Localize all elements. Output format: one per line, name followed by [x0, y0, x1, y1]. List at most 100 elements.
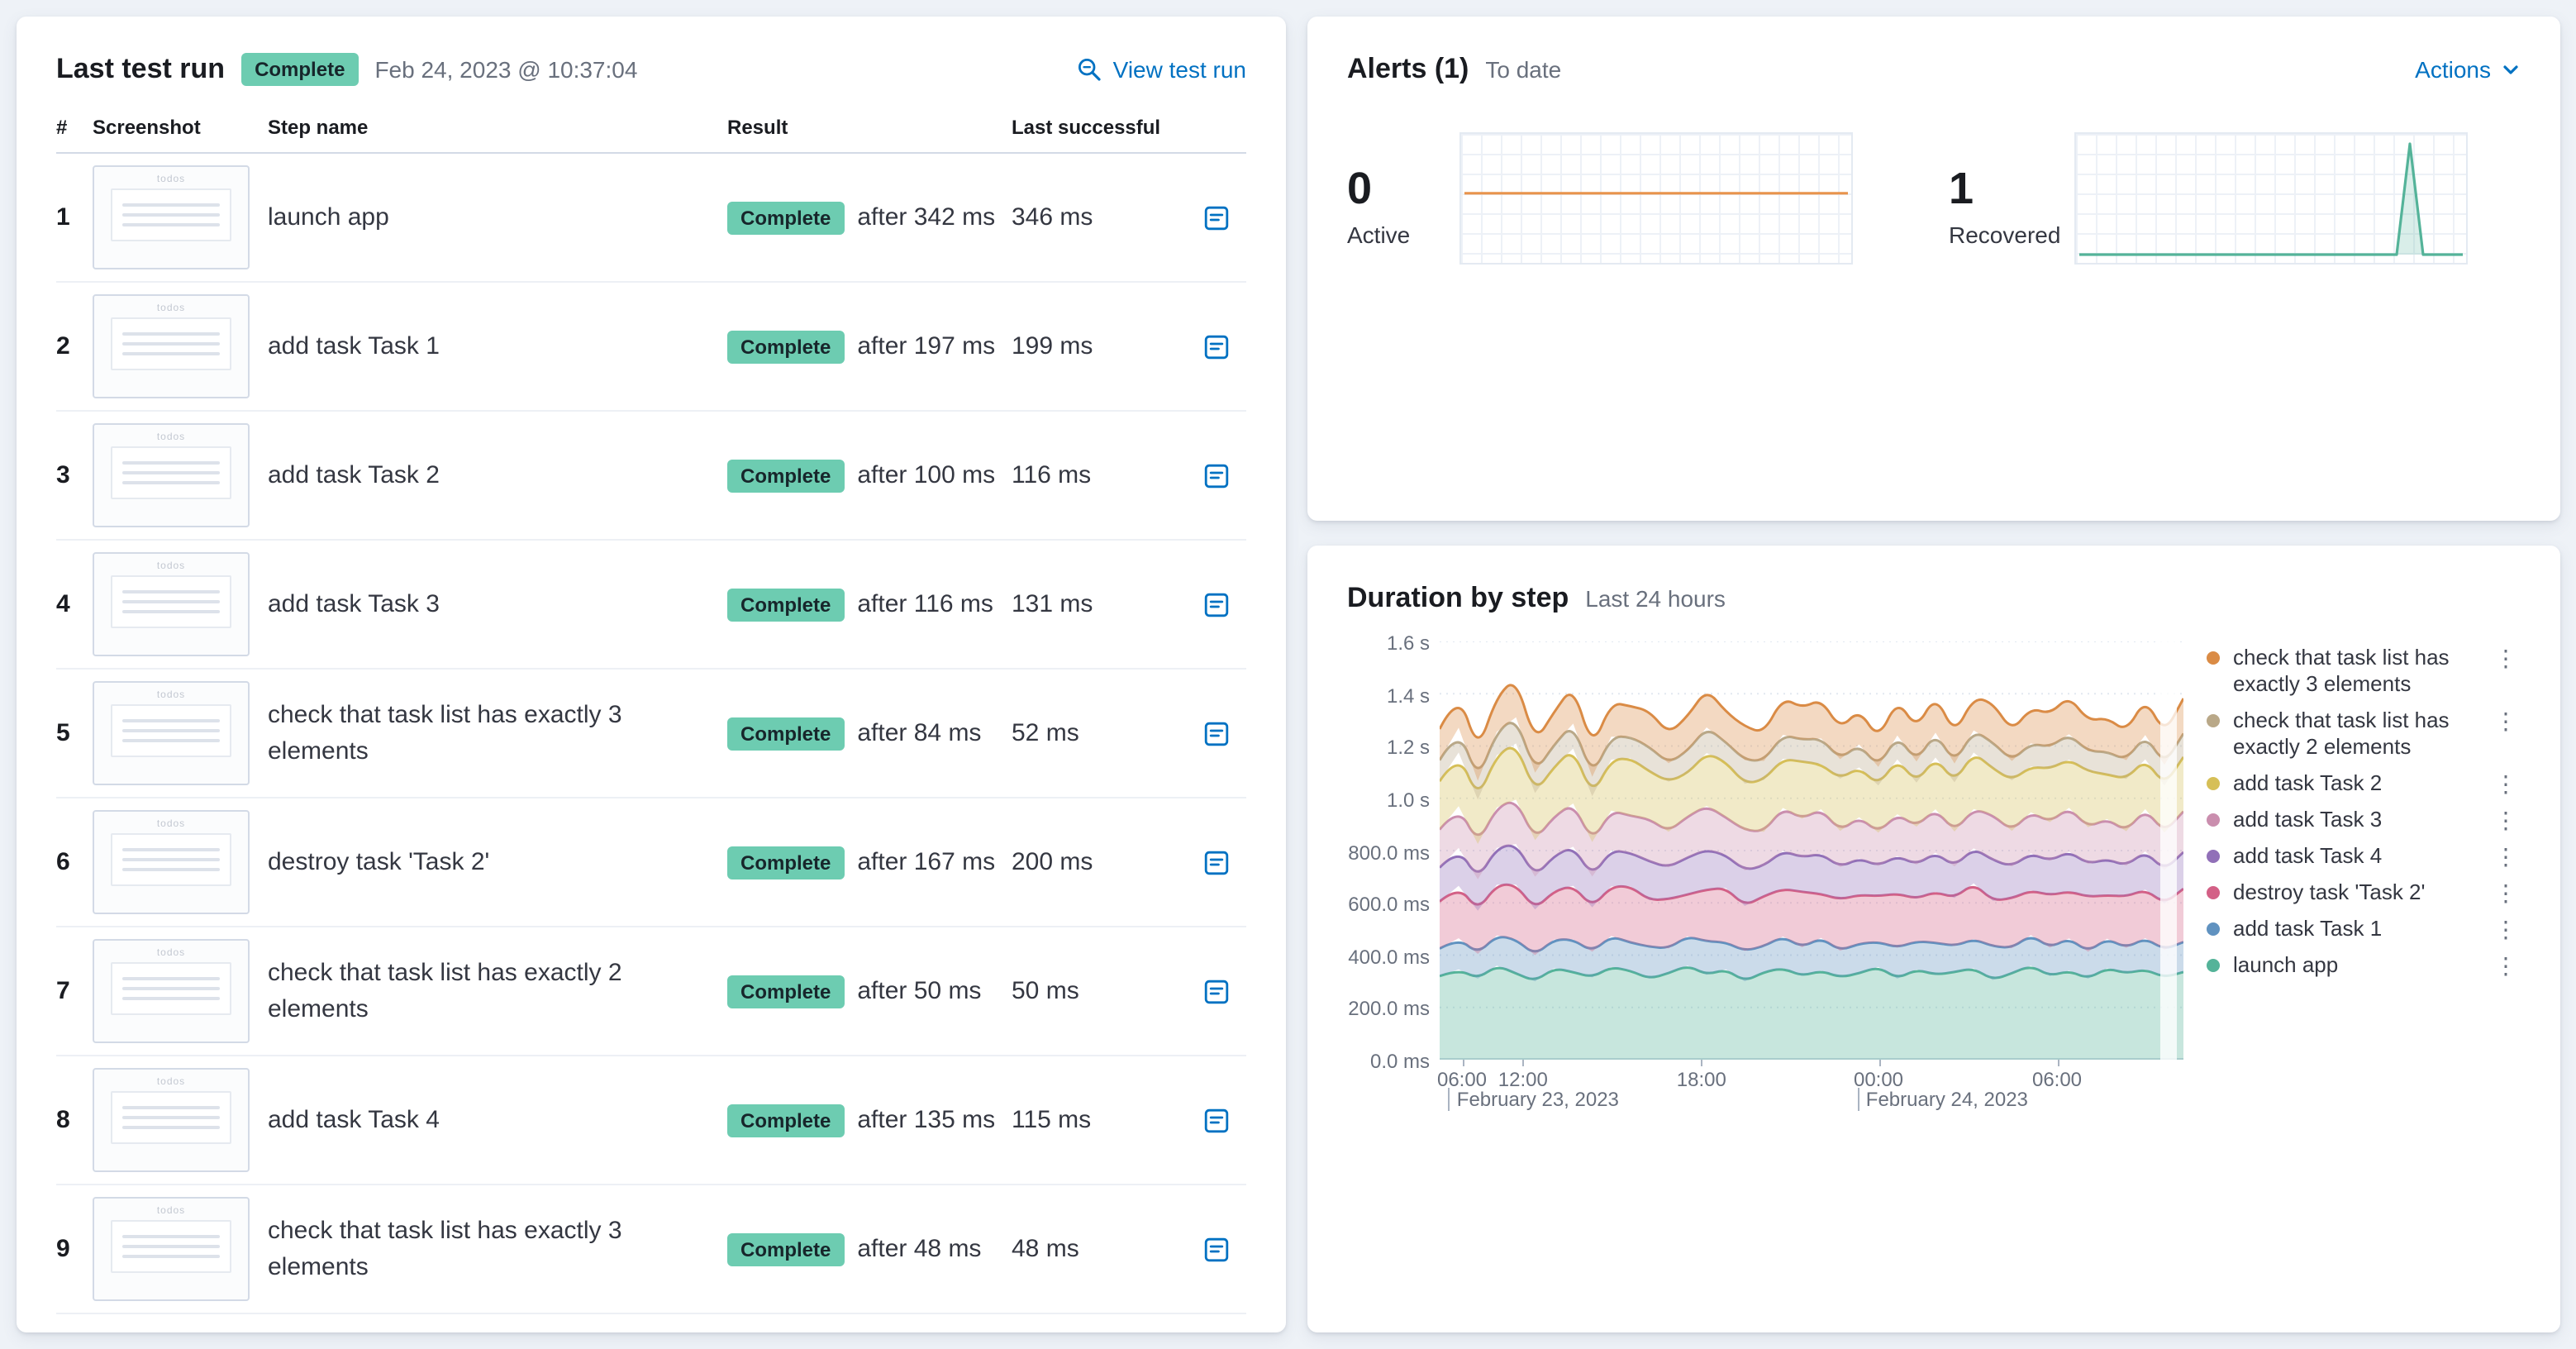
thumbnail-content — [111, 575, 231, 628]
legend-series-label[interactable]: add task Task 1 — [2233, 916, 2383, 941]
thumbnail-app-label: todos — [156, 1207, 186, 1217]
legend-series-label[interactable]: check that task list has exactly 2 eleme… — [2233, 708, 2450, 759]
step-screenshot-thumbnail[interactable]: todos — [93, 1197, 268, 1301]
step-detail-button[interactable] — [1197, 327, 1236, 366]
legend-series-label[interactable]: add task Task 2 — [2233, 770, 2383, 795]
legend-color-dot — [2207, 813, 2220, 827]
step-screenshot-thumbnail[interactable]: todos — [93, 423, 268, 527]
step-number: 2 — [56, 332, 70, 360]
step-detail-button[interactable] — [1197, 455, 1236, 495]
legend-item[interactable]: add task Task 1 ⋮ — [2207, 916, 2521, 942]
step-last-successful: 200 ms — [1012, 848, 1093, 876]
y-axis-tick-label: 600.0 ms — [1348, 893, 1430, 917]
step-number: 9 — [56, 1235, 70, 1263]
steps-table-header: # Screenshot Step name Result Last succe… — [56, 116, 1246, 154]
step-name: add task Task 4 — [268, 1105, 440, 1134]
legend-options-kebab-icon[interactable]: ⋮ — [2494, 708, 2517, 734]
x-axis-tick-labels: 06:00 12:00 18:00 00:00 06:00 — [1437, 1060, 2183, 1091]
step-result: Complete after 116 ms — [727, 588, 1012, 621]
step-row: 7 todos check that task list has exactly 2… — [56, 927, 1246, 1056]
chevron-down-icon — [2501, 60, 2521, 79]
legend-series-label[interactable]: add task Task 3 — [2233, 807, 2383, 832]
step-detail-button[interactable] — [1197, 971, 1236, 1011]
step-screenshot-thumbnail[interactable]: todos — [93, 681, 268, 785]
duration-header: Duration by step Last 24 hours — [1347, 582, 2521, 615]
step-detail-button[interactable] — [1197, 584, 1236, 624]
legend-series-label[interactable]: add task Task 4 — [2233, 843, 2383, 868]
step-detail-button[interactable] — [1197, 842, 1236, 882]
legend-item[interactable]: add task Task 2 ⋮ — [2207, 770, 2521, 797]
step-detail-button[interactable] — [1197, 1229, 1236, 1269]
step-name: check that task list has exactly 3 eleme… — [268, 1216, 622, 1281]
step-screenshot-thumbnail[interactable]: todos — [93, 810, 268, 914]
step-screenshot-thumbnail[interactable]: todos — [93, 939, 268, 1043]
step-number: 6 — [56, 848, 70, 876]
col-result: Result — [727, 116, 788, 139]
step-detail-button[interactable] — [1197, 198, 1236, 237]
step-screenshot-thumbnail[interactable]: todos — [93, 165, 268, 269]
step-detail-button[interactable] — [1197, 1100, 1236, 1140]
thumbnail-content — [111, 962, 231, 1015]
thumbnail-content — [111, 704, 231, 757]
legend-options-kebab-icon[interactable]: ⋮ — [2494, 645, 2517, 671]
legend-options-kebab-icon[interactable]: ⋮ — [2494, 952, 2517, 979]
step-result: Complete after 100 ms — [727, 459, 1012, 492]
alerts-actions-button[interactable]: Actions — [2415, 56, 2521, 83]
legend-item[interactable]: launch app ⋮ — [2207, 952, 2521, 979]
active-alerts-count: 0 — [1347, 164, 1373, 213]
thumbnail-app-label: todos — [156, 691, 186, 701]
step-result: Complete after 50 ms — [727, 975, 1012, 1008]
x-axis-date-label: February 24, 2023 — [1857, 1088, 2028, 1111]
step-last-successful: 115 ms — [1012, 1106, 1092, 1134]
legend-item[interactable]: check that task list has exactly 3 eleme… — [2207, 645, 2521, 698]
thumbnail-content — [111, 446, 231, 499]
legend-series-label[interactable]: launch app — [2233, 952, 2339, 977]
step-detail-button[interactable] — [1197, 713, 1236, 753]
step-name: check that task list has exactly 2 eleme… — [268, 958, 622, 1023]
legend-options-kebab-icon[interactable]: ⋮ — [2494, 807, 2517, 833]
step-screenshot-thumbnail[interactable]: todos — [93, 1068, 268, 1172]
step-detail-icon — [1204, 850, 1229, 875]
legend-color-dot — [2207, 922, 2220, 936]
step-screenshot-thumbnail[interactable]: todos — [93, 552, 268, 656]
last-test-run-panel: Last test run Complete Feb 24, 2023 @ 10… — [17, 17, 1286, 1332]
legend-options-kebab-icon[interactable]: ⋮ — [2494, 770, 2517, 797]
step-status-badge: Complete — [727, 330, 845, 363]
step-duration-text: after 100 ms — [857, 461, 996, 489]
step-duration-text: after 84 ms — [857, 719, 982, 747]
legend-series-label[interactable]: check that task list has exactly 3 eleme… — [2233, 645, 2450, 696]
x-axis-tick-label: 00:00 — [1853, 1068, 1904, 1091]
legend-item[interactable]: check that task list has exactly 2 eleme… — [2207, 708, 2521, 760]
legend-item[interactable]: destroy task 'Task 2' ⋮ — [2207, 879, 2521, 906]
legend-item[interactable]: add task Task 3 ⋮ — [2207, 807, 2521, 833]
step-last-successful: 116 ms — [1012, 461, 1092, 489]
recovered-alerts-stat: 1 Recovered — [1949, 132, 2060, 248]
duration-subtitle: Last 24 hours — [1585, 585, 1726, 612]
x-axis-date-labels: February 23, 2023 February 24, 2023 — [1440, 1088, 2183, 1114]
step-duration-text: after 116 ms — [857, 590, 993, 618]
step-row: 8 todos add task Task 4 Complete after 135 m… — [56, 1056, 1246, 1185]
recovered-alerts-count: 1 — [1949, 164, 1974, 213]
step-name: add task Task 1 — [268, 331, 440, 360]
step-row: 9 todos check that task list has exactly 3… — [56, 1185, 1246, 1314]
legend-series-label[interactable]: destroy task 'Task 2' — [2233, 879, 2426, 904]
step-duration-text: after 342 ms — [857, 203, 996, 231]
step-name: launch app — [268, 203, 389, 231]
legend-item[interactable]: add task Task 4 ⋮ — [2207, 843, 2521, 870]
legend-options-kebab-icon[interactable]: ⋮ — [2494, 879, 2517, 906]
legend-options-kebab-icon[interactable]: ⋮ — [2494, 843, 2517, 870]
legend-color-dot — [2207, 651, 2220, 665]
view-test-run-link[interactable]: View test run — [1077, 56, 1246, 83]
step-row: 6 todos destroy task 'Task 2' Complete after… — [56, 798, 1246, 927]
step-screenshot-thumbnail[interactable]: todos — [93, 294, 268, 398]
step-duration-text: after 197 ms — [857, 332, 996, 360]
col-last-successful: Last successful — [1012, 116, 1161, 139]
legend-options-kebab-icon[interactable]: ⋮ — [2494, 916, 2517, 942]
step-last-successful: 52 ms — [1012, 719, 1079, 747]
step-row: 1 todos launch app Complete after 342 ms 346 … — [56, 154, 1246, 283]
thumbnail-content — [111, 833, 231, 886]
step-detail-icon — [1204, 334, 1229, 359]
step-status-badge: Complete — [727, 588, 845, 621]
